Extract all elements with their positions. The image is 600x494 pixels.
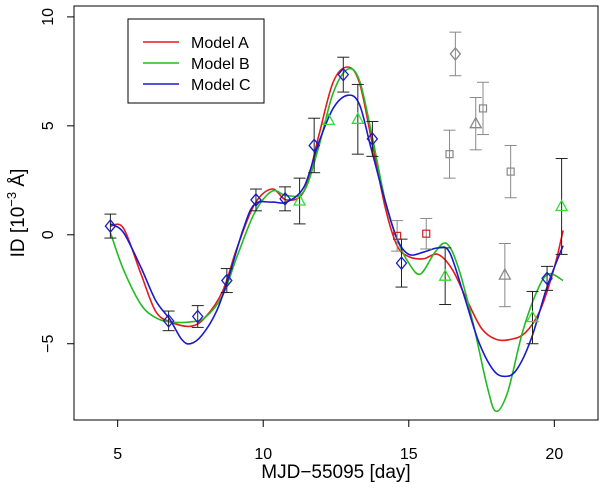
legend-label-model-c: Model C: [191, 77, 251, 94]
legend-label-model-b: Model B: [191, 56, 250, 73]
markers: [104, 46, 569, 328]
y-tick-label-1: 0: [40, 230, 57, 239]
legend-label-model-a: Model A: [191, 35, 249, 52]
x-tick-label-0: 5: [113, 446, 122, 463]
data-point-4-4: [525, 310, 540, 323]
data-point-6-0: [449, 46, 462, 61]
y-axis-label: ID [10−3 Å]: [4, 169, 29, 258]
y-axis-label-suffix: Å]: [8, 169, 29, 192]
legend-box: [127, 18, 265, 104]
x-tick-label-1: 10: [254, 446, 272, 463]
data-point-3-7: [337, 67, 350, 82]
y-axis-label-exponent: −3: [4, 192, 19, 207]
data-point-4-5: [555, 199, 569, 212]
data-point-4-0: [293, 193, 307, 206]
series-line-model-b: [109, 67, 564, 413]
data-point-3-0: [104, 219, 117, 234]
data-point-3-2: [191, 309, 204, 324]
x-axis: 5 10 15 20: [113, 420, 563, 463]
x-axis-label: MJD−55095 [day]: [261, 462, 410, 483]
data-point-6-3: [478, 104, 488, 113]
data-point-3-1: [162, 313, 175, 328]
data-point-3-6: [308, 138, 321, 153]
data-point-4-3: [438, 268, 452, 281]
y-axis-label-prefix: ID [10: [8, 207, 29, 258]
data-point-3-8: [366, 131, 379, 146]
y-axis: −5 0 5 10: [40, 8, 74, 353]
data-point-6-4: [506, 167, 515, 176]
data-point-3-5: [279, 191, 291, 206]
data-point-6-2: [469, 116, 483, 129]
model-lines: [109, 66, 564, 413]
data-point-3-10: [541, 271, 553, 286]
plot-frame: [73, 5, 599, 421]
data-point-3-3: [220, 273, 233, 288]
data-point-4-2: [351, 111, 365, 124]
data-point-3-4: [250, 192, 262, 207]
x-tick-label-3: 20: [545, 446, 563, 463]
x-tick-label-2: 15: [400, 446, 418, 463]
series-line-model-c: [109, 94, 564, 378]
legend: Model A Model B Model C: [127, 18, 265, 104]
data-point-5-1: [422, 229, 431, 238]
data-point-6-1: [445, 150, 454, 159]
y-tick-label-2: 5: [40, 121, 57, 130]
series-line-model-a: [110, 66, 564, 342]
data-point-4-1: [322, 113, 336, 126]
data-point-5-0: [393, 231, 402, 240]
data-point-3-9: [395, 256, 408, 271]
y-tick-label-3: 10: [40, 8, 57, 26]
data-point-6-5: [498, 267, 512, 280]
y-tick-label-0: −5: [40, 335, 57, 353]
